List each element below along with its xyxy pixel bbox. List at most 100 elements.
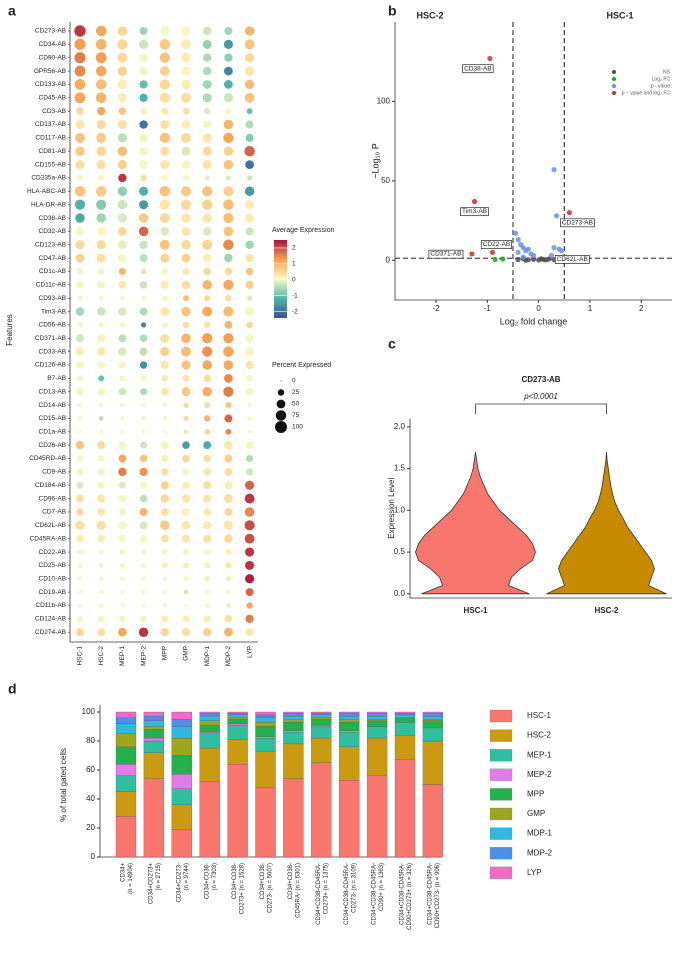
dot [77,295,83,301]
dot [224,507,233,516]
dot [77,576,83,581]
panel-label: b [388,3,397,19]
dot [75,132,85,143]
dot [224,534,233,543]
dot [74,199,86,210]
bar-segment [227,719,248,724]
dot [74,38,86,50]
color-tick-label: -1 [292,292,298,299]
x-tick-label: CD34+CD38- [232,863,238,899]
bar-segment [339,746,360,781]
dot [96,132,107,143]
legend-label: HSC-2 [527,731,552,740]
dot [119,562,126,569]
dot [225,562,232,569]
dot [181,387,191,397]
bar-segment [283,730,304,733]
dot [118,441,127,449]
dot [118,521,127,530]
feature-label: CD93-AB [39,295,66,302]
dot [181,280,191,290]
bar-segment [394,713,416,716]
dot [182,481,190,489]
dot [223,119,234,130]
dot [118,173,127,183]
dot [140,268,147,275]
point [489,249,496,255]
feature-label: CD124-AB [35,616,66,623]
feature-label: CD126-AB [35,362,66,369]
dot [141,416,146,421]
dot [223,306,234,317]
bar-segment [311,724,332,727]
dot [203,441,212,450]
panel-label: d [8,681,17,697]
bar-segment [366,720,388,727]
dot [96,146,106,157]
dot [98,175,105,181]
dot [244,186,255,197]
label-box [462,64,494,74]
feature-label: CD11b-AB [35,602,66,609]
dot [245,53,255,63]
bar-segment [227,739,248,765]
dot [202,133,212,143]
dot [141,430,146,434]
size-key [277,389,285,396]
dot [161,268,169,275]
bar-segment [115,775,137,792]
bar-segment [199,711,220,714]
dot [118,334,127,343]
dot [183,549,189,555]
dot [77,562,83,569]
x-tick-label: HSC-1 [463,606,488,615]
bar-segment [339,730,360,733]
bar-segment [283,722,304,732]
dot [76,628,84,637]
dot [245,480,255,490]
dot [75,160,85,170]
dot [180,199,192,210]
legend-label: NS [663,69,671,75]
point [520,254,526,260]
dot [139,160,148,169]
x-tick-label: (n = 9744) [184,863,190,891]
x-tick-label: CD90+ (n = 1363) [379,863,385,911]
dot [225,428,232,435]
dot [183,175,189,181]
dot [202,146,212,156]
dot [244,533,255,544]
dot [139,27,148,35]
dot [224,467,233,476]
dot [139,200,149,210]
dot [204,429,210,435]
dot [225,107,232,115]
dot [162,576,168,581]
dot [160,306,170,317]
x-tick-label: MPP [162,646,169,660]
dot [118,494,127,503]
bar-segment [171,755,192,775]
dot [181,253,191,263]
dot [120,430,125,434]
dot [76,361,84,369]
dot [141,603,146,608]
dot [97,307,106,316]
dot [141,402,146,408]
dot [75,440,85,450]
x-tick-label: MEP-2 [140,646,147,666]
bar-segment [255,787,276,858]
bar-segment [394,717,416,723]
dot [117,146,128,157]
dot [182,441,190,449]
dot [117,39,128,50]
bar-segment [422,740,444,785]
point [548,252,555,259]
x-tick-label: MDP-1 [204,646,211,667]
legend-swatch [489,709,513,723]
bar-segment [422,720,444,729]
dot [204,603,210,608]
legend-swatch [489,866,513,879]
dot [245,628,254,637]
